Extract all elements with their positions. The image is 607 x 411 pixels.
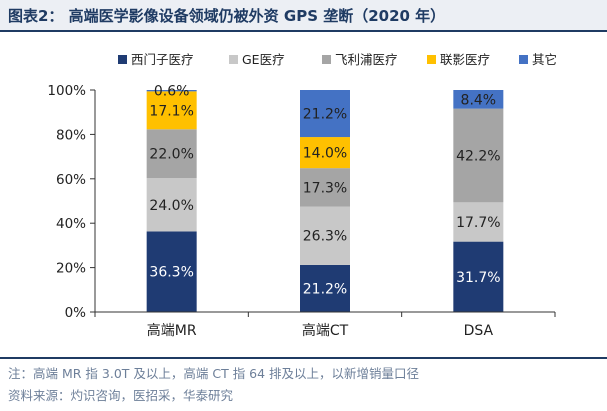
data-label: 0.6%	[154, 84, 190, 100]
chart-title: 图表2： 高端医学影像设备领域仍被外资 GPS 垄断（2020 年）	[8, 7, 446, 25]
data-label: 21.2%	[303, 281, 347, 297]
data-label: 17.7%	[456, 215, 500, 231]
bar-segment	[300, 206, 350, 265]
x-tick-label: 高端MR	[147, 322, 197, 339]
bar-segment	[300, 137, 350, 169]
data-label: 42.2%	[456, 148, 500, 164]
data-label: 8.4%	[461, 92, 497, 108]
bar-segment	[146, 178, 197, 232]
legend-swatch	[519, 55, 528, 64]
data-label: 14.0%	[303, 146, 347, 162]
legend-label: 联影医疗	[440, 52, 490, 67]
data-label: 26.3%	[303, 229, 347, 245]
data-label: 17.3%	[303, 180, 347, 196]
data-label: 17.1%	[149, 103, 193, 119]
data-label: 31.7%	[456, 270, 500, 286]
bar-segment	[453, 108, 504, 203]
legend-swatch	[118, 55, 127, 64]
y-tick-label: 80%	[56, 127, 86, 143]
data-label: 36.3%	[149, 265, 193, 281]
bar-segment	[146, 91, 197, 130]
title-bar	[0, 0, 607, 30]
data-label: 21.2%	[303, 107, 347, 123]
data-label: 22.0%	[149, 147, 193, 163]
footer-divider	[0, 357, 607, 359]
footnote: 注：高端 MR 指 3.0T 及以上，高端 CT 指 64 排及以上，以新增销量…	[8, 366, 420, 381]
bar-segment	[146, 231, 197, 312]
y-tick-label: 20%	[56, 261, 86, 277]
title-divider	[0, 30, 607, 32]
x-tick-label: DSA	[464, 323, 494, 339]
source-note: 资料来源：灼识咨询，医招采，华泰研究	[8, 388, 234, 403]
legend-label: 西门子医疗	[131, 52, 194, 67]
bar-segment	[146, 129, 197, 179]
legend-label: 飞利浦医疗	[335, 52, 398, 67]
bar-segment	[453, 90, 504, 109]
y-tick-label: 0%	[65, 305, 87, 321]
bar-segment	[453, 202, 504, 242]
bar-segment	[453, 241, 504, 312]
bar-segment	[300, 168, 350, 207]
legend-label: 其它	[532, 52, 557, 67]
legend-swatch	[229, 55, 238, 64]
bar-segment	[300, 90, 350, 138]
y-tick-label: 60%	[56, 172, 86, 188]
legend-label: GE医疗	[242, 52, 285, 67]
data-label: 24.0%	[149, 198, 193, 214]
bar-segment	[146, 90, 197, 92]
legend-swatch	[322, 55, 331, 64]
x-tick-label: 高端CT	[302, 322, 349, 339]
y-tick-label: 100%	[47, 83, 86, 99]
stacked-bar-chart: 西门子医疗 GE医疗 飞利浦医疗 联影医疗 其它 0% 20% 40% 60% 80% 100% 36…	[47, 52, 557, 339]
bar-segment	[300, 264, 350, 312]
y-tick-label: 40%	[56, 216, 86, 232]
legend-swatch	[427, 55, 436, 64]
